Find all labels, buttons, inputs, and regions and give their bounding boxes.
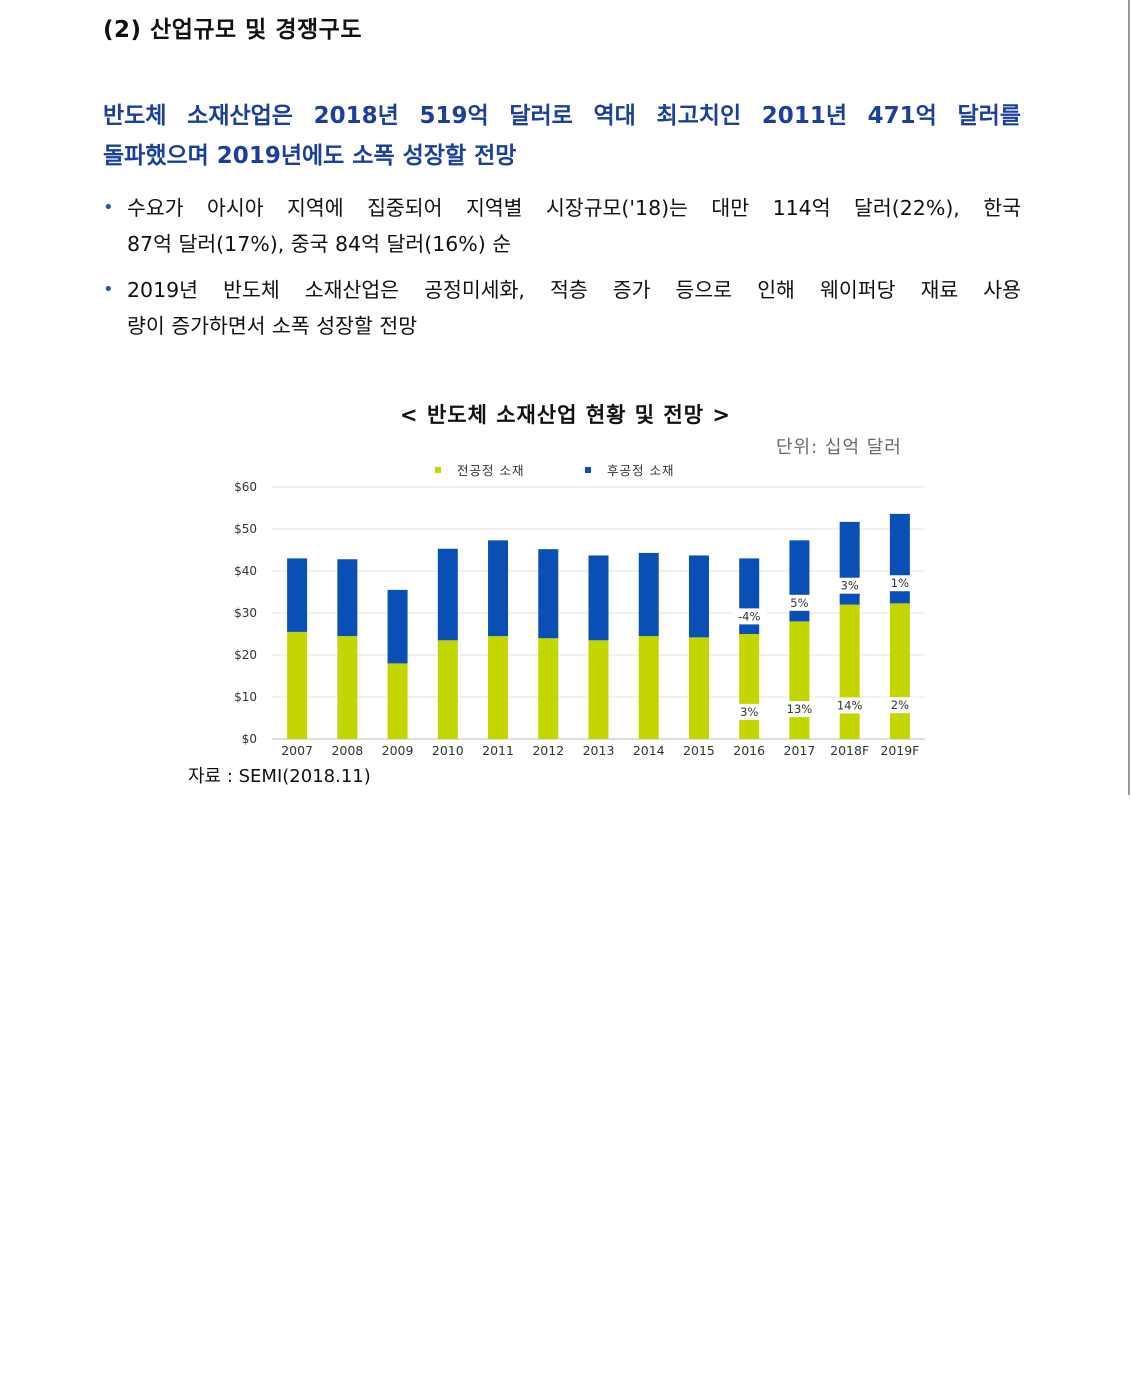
headline-line-2: 돌파했으며 2019년에도 소폭 성장할 전망 — [103, 143, 517, 169]
bar-segment — [839, 604, 860, 739]
bar-segment — [287, 631, 308, 739]
bar-segment — [688, 555, 709, 638]
data-label: 1% — [891, 576, 909, 590]
bullet-line: 량이 증가하면서 소폭 성장할 전망 — [127, 314, 418, 338]
bullet-line: 2019년 반도체 소재산업은 공정미세화, 적층 증가 등으로 인해 웨이퍼당… — [127, 278, 1021, 302]
x-tick-label: 2012 — [532, 743, 564, 758]
bar-segment — [437, 548, 458, 641]
data-label: -4% — [738, 609, 760, 623]
data-label-bg — [832, 697, 867, 714]
x-tick-label: 2010 — [432, 743, 464, 758]
x-tick-label: 2014 — [633, 743, 665, 758]
legend-label: 후공정 소재 — [607, 463, 674, 478]
bullet-item: • 수요가 아시아 지역에 집중되어 지역별 시장규모('18)는 대만 114… — [103, 190, 1021, 262]
page-border-line — [1128, 0, 1130, 795]
x-tick-label: 2019F — [880, 743, 919, 758]
bar-segment — [688, 637, 709, 739]
data-label-bg — [882, 697, 917, 714]
chart-title: < 반도체 소재산업 현황 및 전망 > — [400, 403, 731, 427]
y-tick-label: $0 — [242, 732, 257, 746]
bullet-marker: • — [103, 197, 114, 218]
data-label: 5% — [790, 596, 808, 610]
bar-segment — [488, 540, 509, 637]
source-note: 자료 : SEMI(2018.11) — [188, 766, 371, 787]
bar-segment — [588, 640, 609, 739]
data-label-bg — [732, 608, 767, 625]
y-tick-label: $10 — [234, 690, 257, 704]
bar-segment — [789, 621, 810, 739]
legend-swatch — [585, 467, 591, 473]
bullet-list: • 수요가 아시아 지역에 집중되어 지역별 시장규모('18)는 대만 114… — [103, 190, 1021, 354]
unit-label: 단위: 십억 달러 — [776, 437, 902, 458]
headline: 반도체 소재산업은 2018년 519억 달러로 역대 최고치인 2011년 4… — [103, 96, 1021, 176]
bullet-line: 수요가 아시아 지역에 집중되어 지역별 시장규모('18)는 대만 114억 … — [127, 196, 1021, 220]
bar-segment — [337, 559, 358, 637]
x-tick-label: 2007 — [281, 743, 313, 758]
bar-segment — [538, 549, 559, 639]
y-tick-label: $20 — [234, 648, 257, 662]
data-label-bg — [882, 575, 917, 592]
bar-segment — [387, 663, 408, 739]
x-tick-label: 2008 — [331, 743, 363, 758]
bullet-marker: • — [103, 279, 114, 300]
legend-swatch — [435, 467, 441, 473]
data-label: 3% — [740, 705, 758, 719]
bar-segment — [337, 636, 358, 739]
section-heading: (2) 산업규모 및 경쟁구도 — [103, 17, 362, 43]
headline-line-1: 반도체 소재산업은 2018년 519억 달러로 역대 최고치인 2011년 4… — [103, 103, 1021, 129]
x-tick-label: 2018F — [830, 743, 869, 758]
data-label: 14% — [837, 698, 863, 712]
y-tick-label: $50 — [234, 522, 257, 536]
x-tick-label: 2013 — [583, 743, 615, 758]
bar-segment — [638, 636, 659, 739]
data-label: 13% — [787, 702, 813, 716]
bar-segment — [287, 558, 308, 632]
y-tick-label: $60 — [234, 480, 257, 494]
legend-label: 전공정 소재 — [457, 463, 524, 478]
y-tick-label: $30 — [234, 606, 257, 620]
x-tick-label: 2011 — [482, 743, 514, 758]
bar-segment — [488, 636, 509, 739]
data-label-bg — [782, 701, 817, 718]
data-label-bg — [832, 577, 867, 594]
stacked-bar-chart: $60 $50 $40 $30 $20 $10 $0 전공정 소재 후공정 소재 2007 2008… — [234, 463, 925, 758]
bar-segment — [437, 640, 458, 739]
bar-segment — [538, 638, 559, 739]
data-label: 3% — [841, 579, 859, 593]
bar-segment — [739, 634, 760, 739]
x-tick-label: 2009 — [382, 743, 414, 758]
x-tick-label: 2016 — [733, 743, 765, 758]
bar-segment — [387, 589, 408, 664]
y-tick-label: $40 — [234, 564, 257, 578]
data-label: 2% — [891, 698, 909, 712]
bar-segment — [889, 603, 910, 739]
bullet-item: • 2019년 반도체 소재산업은 공정미세화, 적층 증가 등으로 인해 웨이… — [103, 272, 1021, 344]
bar-segment — [588, 555, 609, 641]
bullet-line: 87억 달러(17%), 중국 84억 달러(16%) 순 — [127, 232, 512, 256]
data-label-bg — [782, 594, 817, 611]
bar-segment — [638, 552, 659, 637]
x-tick-label: 2017 — [784, 743, 816, 758]
x-tick-label: 2015 — [683, 743, 715, 758]
data-label-bg — [732, 703, 767, 720]
